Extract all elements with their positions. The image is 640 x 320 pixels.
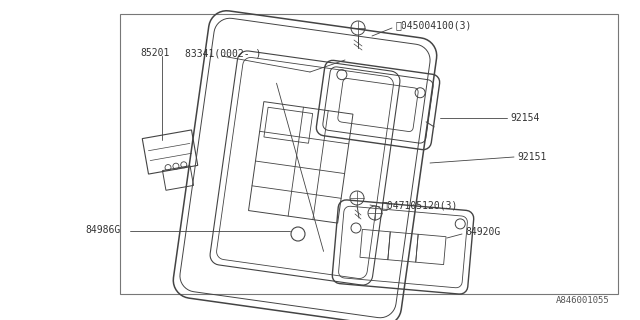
Text: Ⓢ047105120(3): Ⓢ047105120(3) — [382, 200, 458, 210]
Text: 85201: 85201 — [140, 48, 170, 58]
Bar — [120, 14, 618, 294]
Text: 92154: 92154 — [510, 113, 540, 123]
Text: 92151: 92151 — [517, 152, 547, 162]
Text: 84986G: 84986G — [85, 225, 120, 235]
Text: 84920G: 84920G — [465, 227, 500, 237]
Text: 83341(0002- ): 83341(0002- ) — [185, 48, 261, 58]
Text: Ⓢ045004100(3): Ⓢ045004100(3) — [395, 20, 472, 30]
Text: A846001055: A846001055 — [556, 296, 610, 305]
